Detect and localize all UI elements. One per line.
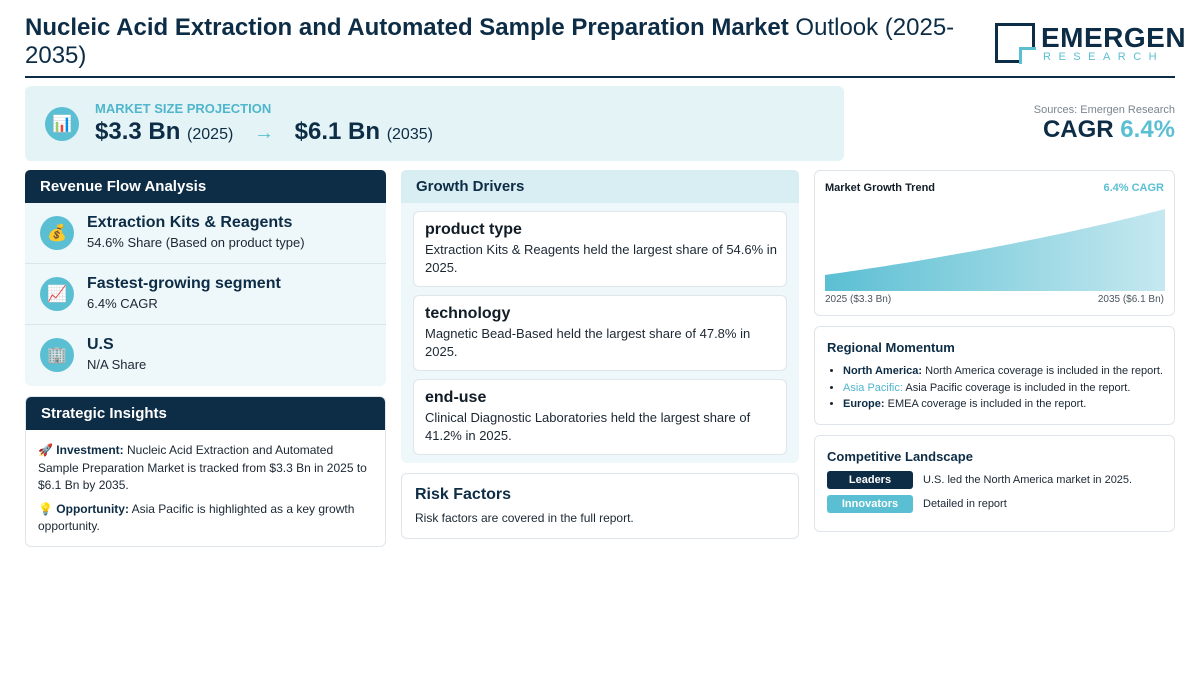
growth-drivers-title: Growth Drivers bbox=[401, 170, 799, 203]
risk-factors-card: Risk Factors Risk factors are covered in… bbox=[401, 473, 799, 539]
revenue-flow-item-title: Extraction Kits & Reagents bbox=[87, 214, 293, 231]
insight-opportunity: 💡 Opportunity: Asia Pacific is highlight… bbox=[38, 501, 373, 536]
revenue-flow-item-subtitle: N/A Share bbox=[87, 357, 147, 372]
revenue-flow-item: 💰 Extraction Kits & Reagents 54.6% Share… bbox=[25, 203, 386, 264]
region-text: EMEA coverage is included in the report. bbox=[887, 398, 1087, 410]
region-name: North America: bbox=[843, 365, 923, 377]
strategic-insights-card: Strategic Insights 🚀 Investment: Nucleic… bbox=[25, 396, 386, 547]
projection-end-year: (2035) bbox=[386, 126, 433, 143]
competitive-landscape-card: Competitive Landscape Leaders U.S. led t… bbox=[814, 435, 1175, 532]
leaders-text: U.S. led the North America market in 202… bbox=[923, 474, 1133, 486]
lightbulb-icon: 💡 bbox=[38, 501, 53, 516]
logo-mark-icon bbox=[995, 23, 1036, 64]
strategic-insights-title: Strategic Insights bbox=[26, 397, 385, 430]
revenue-flow-card: Revenue Flow Analysis 💰 Extraction Kits … bbox=[25, 170, 386, 386]
region-item: Europe: EMEA coverage is included in the… bbox=[843, 396, 1168, 413]
region-text: Asia Pacific coverage is included in the… bbox=[905, 381, 1131, 394]
rocket-icon: 🚀 bbox=[38, 443, 53, 457]
logo-name: EMERGEN bbox=[1041, 22, 1187, 53]
projection-label: MARKET SIZE PROJECTION bbox=[95, 101, 272, 116]
region-name: Asia Pacific: bbox=[843, 381, 903, 394]
cagr-label: CAGR bbox=[1042, 116, 1114, 143]
risk-factors-text: Risk factors are covered in the full rep… bbox=[415, 511, 634, 525]
projection-start-year: (2025) bbox=[187, 126, 234, 143]
logo-subtitle: RESEARCH bbox=[1043, 51, 1165, 63]
growth-trend-title: Market Growth Trend bbox=[825, 182, 936, 194]
cagr-headline: CAGR 6.4% bbox=[1043, 116, 1175, 144]
region-name: Europe: bbox=[843, 398, 885, 410]
growth-driver-title: product type bbox=[425, 221, 522, 238]
growth-trend-end-label: 2035 ($6.1 Bn) bbox=[1097, 294, 1164, 305]
regional-momentum-list: North America: North America coverage is… bbox=[843, 363, 1168, 413]
growth-driver-title: technology bbox=[425, 305, 511, 322]
projection-end-value: $6.1 Bn bbox=[294, 118, 381, 145]
competitive-landscape-title: Competitive Landscape bbox=[827, 449, 973, 464]
growth-driver-text: Magnetic Bead-Based held the largest sha… bbox=[425, 326, 751, 359]
opportunity-label: Opportunity: bbox=[56, 501, 129, 516]
growth-driver-text: Extraction Kits & Reagents held the larg… bbox=[425, 242, 777, 275]
growth-drivers-card: Growth Drivers product type Extraction K… bbox=[401, 170, 799, 463]
leaders-badge: Leaders bbox=[827, 471, 913, 489]
emergen-research-logo: EMERGEN RESEARCH bbox=[995, 23, 1186, 65]
sources-note: Sources: Emergen Research bbox=[1033, 104, 1175, 116]
trend-up-icon: 📈 bbox=[40, 277, 74, 311]
revenue-flow-title: Revenue Flow Analysis bbox=[25, 170, 386, 203]
revenue-flow-item-subtitle: 54.6% Share (Based on product type) bbox=[87, 235, 305, 250]
regional-momentum-title: Regional Momentum bbox=[827, 340, 955, 355]
growth-trend-start-label: 2025 ($3.3 Bn) bbox=[825, 294, 892, 305]
page-title-bold: Nucleic Acid Extraction and Automated Sa… bbox=[25, 14, 789, 41]
page-title: Nucleic Acid Extraction and Automated Sa… bbox=[25, 14, 975, 70]
revenue-flow-item: 🏢 U.S N/A Share bbox=[25, 325, 386, 386]
bar-chart-icon: 📊 bbox=[45, 107, 79, 141]
revenue-flow-item: 📈 Fastest-growing segment 6.4% CAGR bbox=[25, 264, 386, 325]
insight-investment: 🚀 Investment: Nucleic Acid Extraction an… bbox=[38, 442, 373, 495]
revenue-flow-item-title: U.S bbox=[87, 336, 114, 353]
revenue-flow-item-subtitle: 6.4% CAGR bbox=[87, 296, 158, 311]
title-divider bbox=[25, 76, 1175, 78]
growth-driver-item: end-use Clinical Diagnostic Laboratories… bbox=[413, 379, 787, 455]
money-bag-icon: 💰 bbox=[40, 216, 74, 250]
investment-label: Investment: bbox=[56, 443, 124, 457]
growth-driver-text: Clinical Diagnostic Laboratories held th… bbox=[425, 410, 751, 443]
arrow-right-icon: → bbox=[253, 122, 274, 144]
cagr-value: 6.4% bbox=[1120, 116, 1175, 143]
growth-trend-area bbox=[825, 209, 1165, 291]
growth-driver-item: product type Extraction Kits & Reagents … bbox=[413, 211, 787, 287]
market-size-projection: 📊 MARKET SIZE PROJECTION $3.3 Bn (2025) … bbox=[25, 86, 844, 161]
office-building-icon: 🏢 bbox=[40, 338, 74, 372]
opportunity-text: Asia Pacific is highlighted as a key gro… bbox=[38, 501, 355, 534]
revenue-flow-item-title: Fastest-growing segment bbox=[87, 275, 281, 292]
market-growth-trend-card: Market Growth Trend 6.4% CAGR 2025 ($3.3… bbox=[814, 170, 1175, 316]
risk-factors-title: Risk Factors bbox=[415, 486, 512, 503]
growth-trend-cagr: 6.4% CAGR bbox=[1103, 182, 1164, 194]
page-title-light: Outlook (2025-2035) bbox=[25, 14, 955, 69]
growth-driver-title: end-use bbox=[425, 389, 487, 406]
innovators-text: Detailed in report bbox=[923, 498, 1007, 510]
growth-driver-item: technology Magnetic Bead-Based held the … bbox=[413, 295, 787, 371]
region-item: Asia Pacific: Asia Pacific coverage is i… bbox=[843, 380, 1168, 397]
investment-text: Nucleic Acid Extraction and Automated Sa… bbox=[38, 443, 367, 492]
region-item: North America: North America coverage is… bbox=[843, 363, 1168, 380]
projection-values: $3.3 Bn (2025) → $6.1 Bn (2035) bbox=[95, 118, 433, 146]
growth-trend-chart bbox=[825, 209, 1165, 291]
projection-start-value: $3.3 Bn bbox=[95, 118, 181, 145]
region-text: North America coverage is included in th… bbox=[925, 365, 1163, 377]
regional-momentum-card: Regional Momentum North America: North A… bbox=[814, 326, 1175, 425]
innovators-badge: Innovators bbox=[827, 495, 913, 513]
